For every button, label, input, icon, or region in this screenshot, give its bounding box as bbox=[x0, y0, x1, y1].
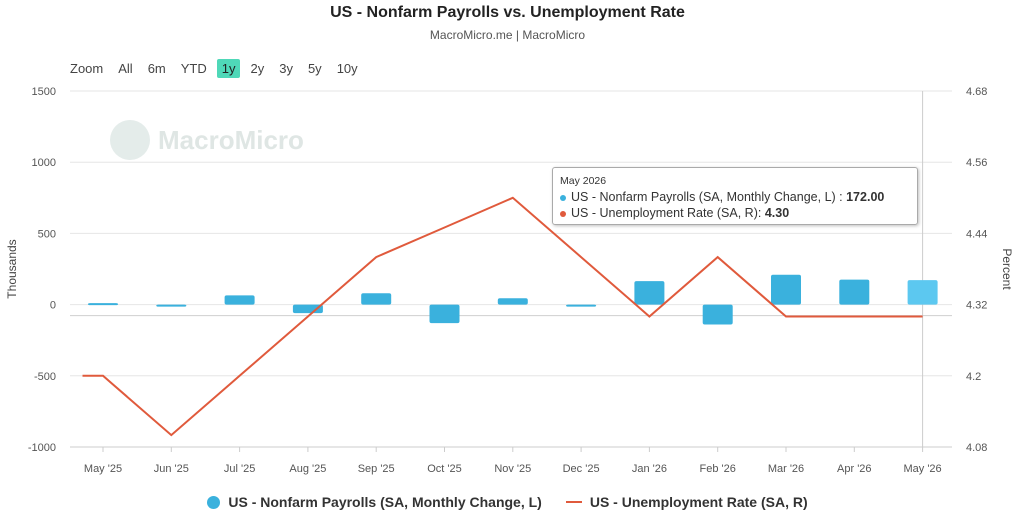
x-tick-label: May '25 bbox=[84, 463, 122, 475]
payrolls-bar bbox=[88, 303, 118, 306]
zoom-all-button[interactable]: All bbox=[118, 60, 133, 76]
x-tick-label: Apr '26 bbox=[837, 463, 872, 475]
unemployment-line bbox=[82, 196, 923, 437]
legend-unemployment-label: US - Unemployment Rate (SA, R) bbox=[589, 494, 808, 510]
macromicro-logo-icon bbox=[110, 120, 150, 160]
x-tick-label: Nov '25 bbox=[494, 463, 531, 475]
right-tick-label: 4.08 bbox=[966, 442, 987, 454]
left-tick-label: 0 bbox=[50, 300, 56, 312]
right-tick-label: 4.68 bbox=[966, 86, 987, 98]
payrolls-bar bbox=[156, 304, 187, 307]
line-series-icon bbox=[565, 501, 582, 503]
chart-legend: US - Nonfarm Payrolls (SA, Monthly Chang… bbox=[0, 494, 1015, 510]
tooltip-payrolls-label: US - Nonfarm Payrolls (SA, Monthly Chang… bbox=[571, 190, 847, 204]
payrolls-bar bbox=[634, 281, 665, 305]
x-tick-label: May '26 bbox=[904, 463, 942, 475]
right-axis-label: Percent bbox=[1000, 248, 1014, 290]
data-tooltip: May 2026 US - Nonfarm Payrolls (SA, Mont… bbox=[552, 167, 918, 225]
tooltip-unemployment-label: US - Unemployment Rate (SA, R): bbox=[571, 206, 765, 220]
payrolls-bar bbox=[566, 304, 597, 307]
left-tick-label: 500 bbox=[38, 228, 56, 240]
right-tick-label: 4.44 bbox=[966, 228, 987, 240]
zoom-label: Zoom bbox=[70, 60, 104, 76]
bar-series-icon bbox=[207, 495, 221, 509]
zoom-bar: Zoom All 6m YTD 1y 2y 3y 5y 10y bbox=[70, 58, 368, 78]
x-tick-label: Dec '25 bbox=[563, 463, 600, 475]
zoom-3y-button[interactable]: 3y bbox=[279, 60, 293, 76]
x-tick-label: Sep '25 bbox=[358, 463, 395, 475]
watermark: MacroMicro bbox=[110, 120, 304, 160]
payrolls-bar bbox=[702, 304, 733, 325]
zoom-5y-button[interactable]: 5y bbox=[307, 60, 322, 76]
x-tick-label: Jul '25 bbox=[224, 463, 255, 475]
right-tick-label: 4.32 bbox=[966, 300, 987, 312]
zoom-1y-button[interactable]: 1y bbox=[216, 58, 241, 78]
payrolls-bar bbox=[429, 304, 460, 324]
x-tick-label: Jan '26 bbox=[632, 463, 667, 475]
x-tick-label: Mar '26 bbox=[768, 463, 804, 475]
legend-item-unemployment[interactable]: US - Unemployment Rate (SA, R) bbox=[565, 494, 808, 510]
legend-item-payrolls[interactable]: US - Nonfarm Payrolls (SA, Monthly Chang… bbox=[207, 494, 542, 510]
x-tick-label: Jun '25 bbox=[154, 463, 189, 475]
tooltip-payrolls-value: 172.00 bbox=[846, 190, 885, 204]
payrolls-bar bbox=[497, 298, 528, 305]
chart-subtitle: MacroMicro.me | MacroMicro bbox=[429, 28, 586, 42]
left-tick-label: -1000 bbox=[28, 442, 56, 454]
payrolls-bar bbox=[839, 279, 870, 305]
payrolls-dot-icon bbox=[560, 194, 566, 201]
x-tick-label: Oct '25 bbox=[427, 463, 462, 475]
x-tick-label: Aug '25 bbox=[289, 463, 326, 475]
left-tick-label: 1000 bbox=[32, 157, 56, 169]
x-tick-label: Feb '26 bbox=[700, 463, 736, 475]
chart-title: US - Nonfarm Payrolls vs. Unemployment R… bbox=[330, 4, 685, 21]
right-tick-label: 4.2 bbox=[966, 371, 981, 383]
payrolls-bar bbox=[292, 304, 323, 314]
left-tick-label: 1500 bbox=[32, 86, 56, 98]
unemployment-dot-icon bbox=[560, 210, 566, 217]
payrolls-bar bbox=[907, 280, 938, 305]
tooltip-unemployment-value: 4.30 bbox=[764, 206, 790, 220]
zoom-10y-button[interactable]: 10y bbox=[336, 60, 358, 76]
left-tick-label: -500 bbox=[34, 371, 56, 383]
zoom-6m-button[interactable]: 6m bbox=[147, 60, 166, 76]
payrolls-bar bbox=[224, 295, 255, 305]
legend-payrolls-label: US - Nonfarm Payrolls (SA, Monthly Chang… bbox=[228, 494, 542, 510]
tooltip-date: May 2026 bbox=[560, 175, 607, 187]
watermark-text: MacroMicro bbox=[158, 124, 304, 155]
tooltip-row-unemployment: US - Unemployment Rate (SA, R): 4.30 bbox=[560, 206, 789, 220]
payrolls-bar bbox=[361, 293, 392, 305]
zoom-2y-button[interactable]: 2y bbox=[250, 60, 265, 76]
right-tick-label: 4.56 bbox=[966, 157, 987, 169]
zoom-ytd-button[interactable]: YTD bbox=[180, 60, 207, 76]
payrolls-bar bbox=[771, 274, 801, 305]
tooltip-row-payrolls: US - Nonfarm Payrolls (SA, Monthly Chang… bbox=[560, 190, 884, 204]
left-axis-label: Thousands bbox=[5, 239, 19, 298]
